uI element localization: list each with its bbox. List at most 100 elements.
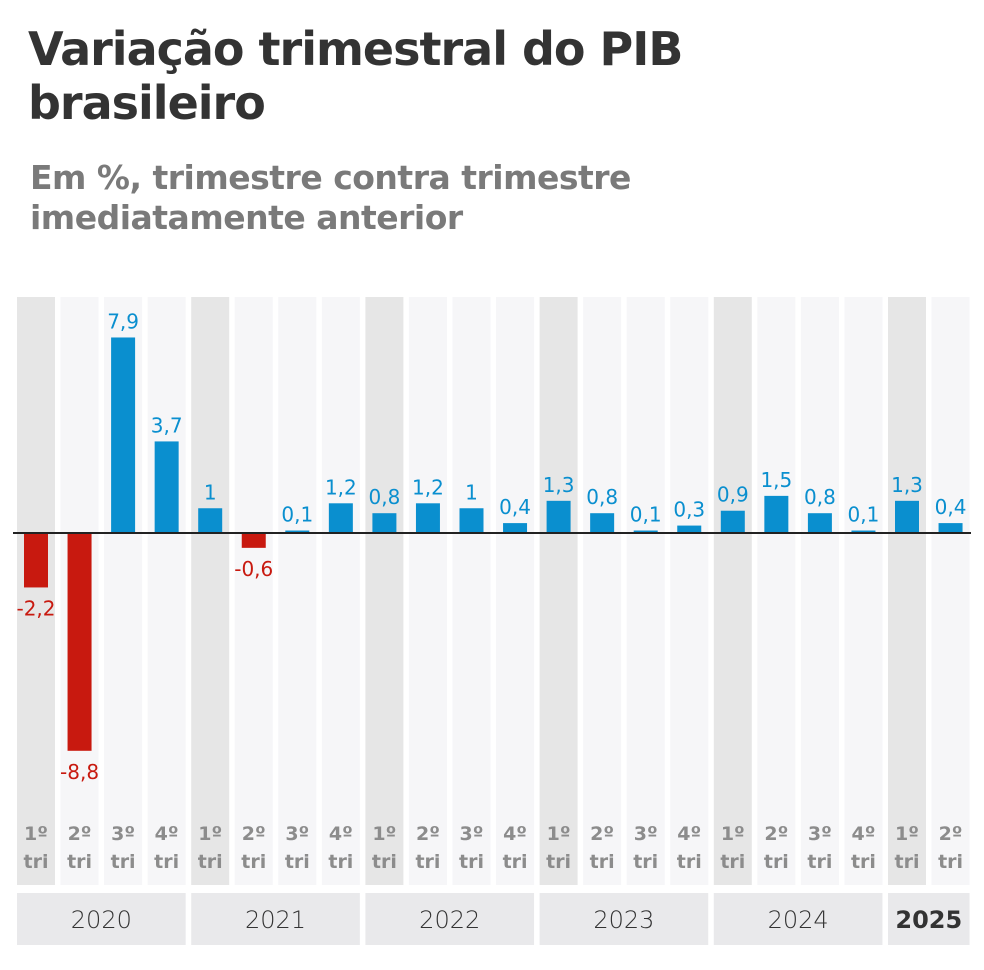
value-label: 0,1 [630, 503, 662, 527]
bar [938, 523, 963, 533]
column-band [17, 297, 55, 885]
bar [720, 510, 745, 533]
bar [633, 530, 658, 533]
bar [24, 533, 48, 588]
year-label: 2022 [419, 906, 480, 934]
quarter-label: 1º [721, 823, 745, 845]
quarter-label: 2º [68, 823, 92, 845]
quarter-label-suffix: tri [459, 851, 484, 873]
quarter-label-suffix: tri [285, 851, 310, 873]
quarter-label-suffix: tri [895, 851, 920, 873]
quarter-label: 1º [198, 823, 222, 845]
column-band [713, 297, 752, 885]
quarter-label: 3º [285, 823, 309, 845]
quarter-label-suffix: tri [546, 851, 571, 873]
column-band [539, 297, 578, 885]
value-label: 3,7 [151, 413, 183, 437]
quarter-label: 2º [242, 823, 266, 845]
quarter-label-suffix: tri [241, 851, 266, 873]
quarter-label-suffix: tri [764, 851, 789, 873]
year-label: 2021 [245, 906, 306, 934]
column-band [452, 297, 491, 885]
quarter-label: 2º [590, 823, 614, 845]
quarter-label: 4º [851, 823, 875, 845]
quarter-label-suffix: tri [328, 851, 353, 873]
bar [895, 500, 919, 533]
quarter-label: 3º [111, 823, 135, 845]
bar [677, 525, 702, 533]
year-band [539, 893, 709, 945]
value-label: 0,8 [368, 485, 400, 509]
column-band [234, 297, 273, 885]
bar [503, 523, 528, 533]
quarter-label-suffix: tri [938, 851, 963, 873]
year-label: 2025 [895, 906, 962, 934]
value-label: -2,2 [16, 596, 55, 620]
quarter-label-suffix: tri [198, 851, 223, 873]
column-band [365, 297, 404, 885]
quarter-label: 4º [155, 823, 179, 845]
quarter-label: 3º [634, 823, 658, 845]
quarter-label-suffix: tri [851, 851, 876, 873]
value-labels: -2,2 -8,8 7,9 3,7 1 -0,6 0,1 1,2 0,8 1,2 1 0,4 1,3 0,… [16, 309, 966, 783]
value-label: 0,9 [717, 483, 749, 507]
bar [328, 503, 353, 533]
bar [459, 508, 484, 533]
column-band [626, 297, 665, 885]
value-label: 0,8 [586, 485, 618, 509]
bar [372, 513, 397, 533]
value-label: 0,4 [499, 495, 531, 519]
column-band [408, 297, 447, 885]
bar [154, 441, 179, 533]
quarter-label-suffix: tri [415, 851, 440, 873]
quarter-label: 3º [460, 823, 484, 845]
value-label: 0,1 [848, 503, 880, 527]
bar [546, 500, 571, 533]
bar [198, 508, 223, 533]
column-band [800, 297, 839, 885]
value-label: 1,3 [543, 473, 575, 497]
column-band [321, 297, 360, 885]
bar [241, 533, 266, 548]
bar [851, 530, 876, 533]
column-bands [17, 297, 970, 885]
year-band [191, 893, 360, 945]
column-band [278, 297, 317, 885]
value-label: 1,3 [891, 473, 923, 497]
quarter-label-suffix: tri [372, 851, 397, 873]
column-band [583, 297, 622, 885]
quarter-label: 4º [503, 823, 527, 845]
column-band [147, 297, 186, 885]
bar [590, 513, 615, 533]
year-band [17, 893, 186, 945]
value-label: 0,1 [281, 503, 313, 527]
year-label: 2020 [71, 906, 132, 934]
column-band [757, 297, 796, 885]
value-label: 0,8 [804, 485, 836, 509]
column-band [496, 297, 535, 885]
quarter-label: 1º [547, 823, 571, 845]
value-label: 0,4 [935, 495, 967, 519]
column-band [888, 297, 926, 885]
value-label: 7,9 [107, 309, 139, 333]
quarter-label: 2º [939, 823, 963, 845]
bar [415, 503, 440, 533]
value-label: 1,2 [412, 475, 444, 499]
bar [807, 513, 832, 533]
bar [285, 530, 310, 533]
quarter-label-suffix: tri [720, 851, 745, 873]
value-label: 1 [204, 480, 217, 504]
year-label: 2024 [768, 906, 829, 934]
value-label: 1 [465, 480, 478, 504]
year-bands: 2020 2021 2022 2023 2024 2025 [17, 893, 970, 945]
quarter-label: 2º [416, 823, 440, 845]
quarter-label: 1º [24, 823, 48, 845]
chart-title: Variação trimestral do PIB brasileiro [28, 22, 683, 130]
value-label: -0,6 [234, 557, 273, 581]
quarter-label-suffix: tri [590, 851, 615, 873]
column-band [931, 297, 970, 885]
quarter-label: 1º [372, 823, 396, 845]
year-band [888, 893, 970, 945]
year-label: 2023 [593, 906, 654, 934]
value-label: 1,5 [760, 468, 792, 492]
